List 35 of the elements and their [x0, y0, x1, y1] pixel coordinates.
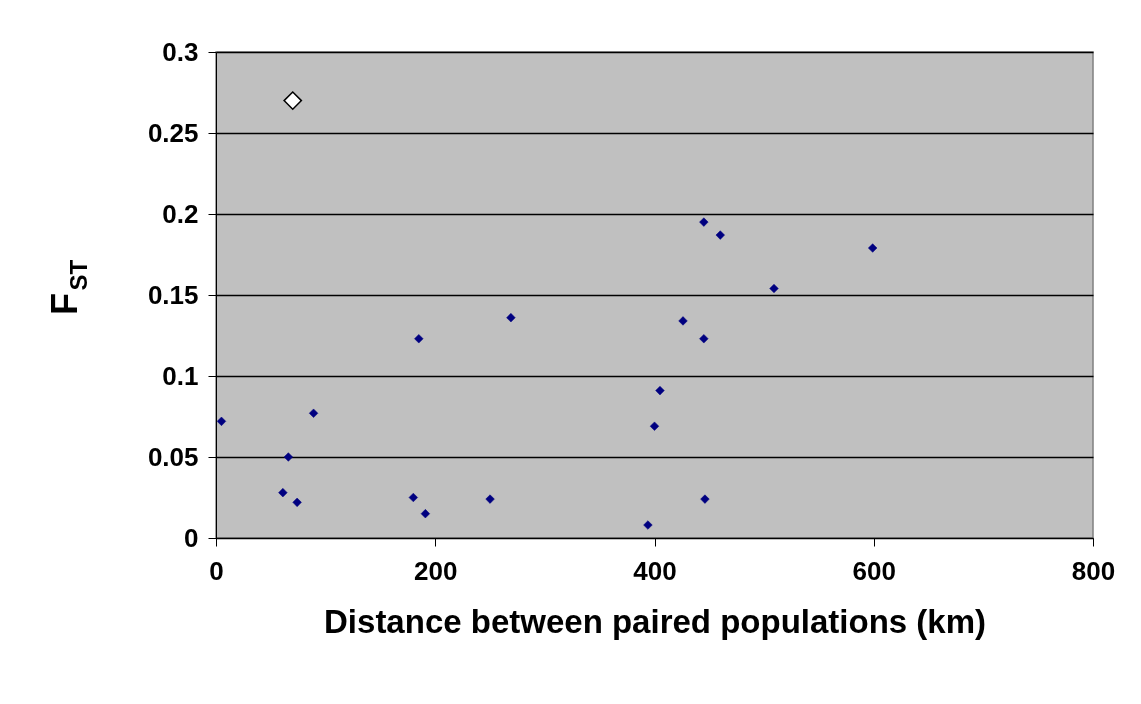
y-tick-label: 0.2: [162, 198, 199, 229]
point: [643, 520, 653, 530]
x-tick-label: 0: [209, 555, 224, 586]
point: [283, 452, 293, 462]
y-tick-label: 0.25: [147, 117, 199, 148]
x-tick-label: 200: [414, 555, 458, 586]
x-axis-title: Distance between paired populations (km): [324, 602, 986, 640]
point: [308, 408, 319, 418]
point: [292, 497, 302, 507]
point: [715, 230, 725, 240]
x-tick-label: 600: [852, 555, 896, 586]
point: [699, 217, 709, 227]
y-tick-label: 0.1: [162, 360, 199, 391]
point: [655, 386, 665, 396]
point: [216, 416, 227, 426]
point: [649, 421, 660, 431]
y-tick-label: 0.05: [147, 441, 199, 472]
y-tick-label: 0.15: [147, 279, 199, 310]
point: [700, 494, 710, 504]
point: [678, 316, 688, 326]
y-tick-label: 0.3: [162, 36, 199, 67]
point: [278, 488, 288, 498]
point: [868, 243, 878, 253]
point: [283, 91, 303, 111]
point: [414, 334, 424, 344]
x-tick-label: 800: [1071, 555, 1116, 586]
y-tick-label: 0: [184, 522, 199, 553]
point: [485, 494, 495, 504]
point: [408, 492, 418, 503]
point: [699, 334, 709, 344]
point: [769, 283, 779, 294]
point: [506, 313, 516, 323]
point: [420, 509, 430, 519]
y-axis-title: FST: [44, 259, 92, 315]
x-tick-label: 400: [633, 555, 677, 586]
